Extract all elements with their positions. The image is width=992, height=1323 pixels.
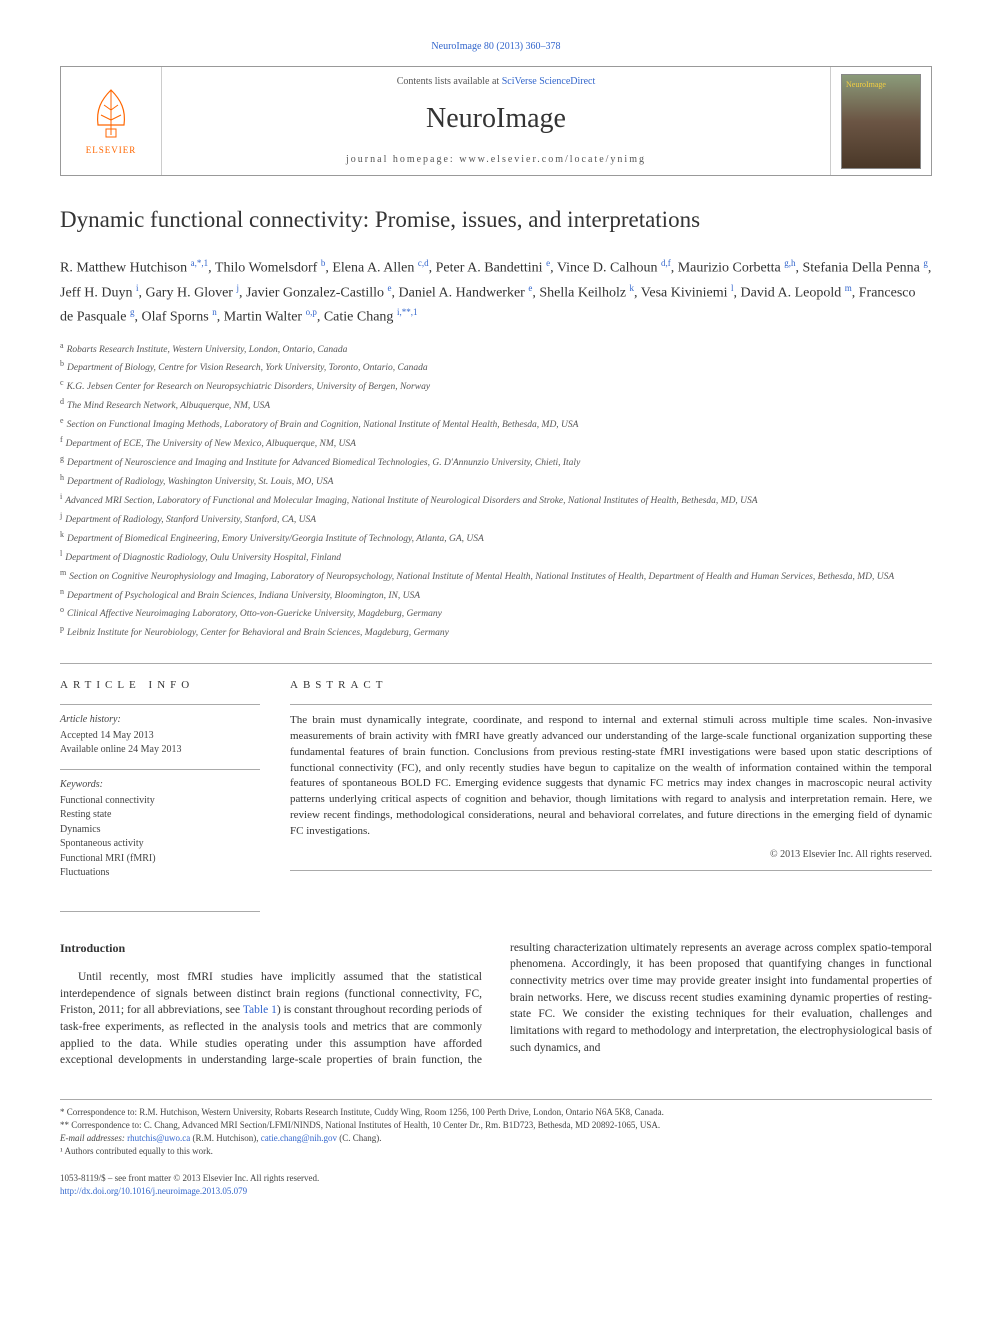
keyword-item: Resting state (60, 808, 260, 823)
sciencedirect-link[interactable]: SciVerse ScienceDirect (502, 76, 596, 87)
correspondence-1: * Correspondence to: R.M. Hutchison, Wes… (60, 1106, 932, 1119)
affiliation-item: kDepartment of Biomedical Engineering, E… (60, 529, 932, 547)
journal-cover-thumb: NeuroImage (831, 67, 931, 175)
email-1-who: (R.M. Hutchison), (190, 1133, 261, 1143)
correspondence-2: ** Correspondence to: C. Chang, Advanced… (60, 1119, 932, 1132)
footer-meta: 1053-8119/$ – see front matter © 2013 El… (60, 1172, 932, 1197)
affiliation-item: cK.G. Jebsen Center for Research on Neur… (60, 377, 932, 395)
cover-image: NeuroImage (841, 74, 921, 169)
introduction-heading: Introduction (60, 940, 482, 957)
publisher-logo: ELSEVIER (61, 67, 161, 175)
abstract-copyright: © 2013 Elsevier Inc. All rights reserved… (290, 848, 932, 862)
cover-label: NeuroImage (846, 79, 886, 90)
equal-contribution-note: ¹ Authors contributed equally to this wo… (60, 1145, 932, 1158)
affiliation-item: dThe Mind Research Network, Albuquerque,… (60, 396, 932, 414)
accepted-date: Accepted 14 May 2013 (60, 729, 260, 743)
affiliations-list: aRobarts Research Institute, Western Uni… (60, 340, 932, 642)
abstract-col: ABSTRACT The brain must dynamically inte… (290, 678, 932, 892)
abstract-text: The brain must dynamically integrate, co… (290, 705, 932, 841)
email-2-who: (C. Chang). (337, 1133, 382, 1143)
table-reference-link[interactable]: Table 1 (243, 1004, 277, 1016)
intro-paragraph: Until recently, most fMRI studies have i… (60, 940, 932, 1069)
affiliation-item: iAdvanced MRI Section, Laboratory of Fun… (60, 491, 932, 509)
affiliation-item: pLeibniz Institute for Neurobiology, Cen… (60, 623, 932, 641)
abstract-heading: ABSTRACT (290, 678, 932, 693)
keyword-item: Dynamics (60, 823, 260, 838)
citation-header: NeuroImage 80 (2013) 360–378 (60, 40, 932, 54)
affiliation-item: lDepartment of Diagnostic Radiology, Oul… (60, 548, 932, 566)
doi-link[interactable]: http://dx.doi.org/10.1016/j.neuroimage.2… (60, 1185, 932, 1198)
issn-line: 1053-8119/$ – see front matter © 2013 El… (60, 1172, 932, 1185)
introduction-section: Introduction Until recently, most fMRI s… (60, 940, 932, 1069)
affiliation-item: jDepartment of Radiology, Stanford Unive… (60, 510, 932, 528)
affiliation-item: eSection on Functional Imaging Methods, … (60, 415, 932, 433)
homepage-url: www.elsevier.com/locate/ynimg (459, 154, 646, 165)
email-line: E-mail addresses: rhutchis@uwo.ca (R.M. … (60, 1132, 932, 1145)
keyword-item: Spontaneous activity (60, 837, 260, 852)
keyword-item: Fluctuations (60, 866, 260, 881)
footnotes: * Correspondence to: R.M. Hutchison, Wes… (60, 1099, 932, 1158)
affiliation-item: hDepartment of Radiology, Washington Uni… (60, 472, 932, 490)
affiliation-item: oClinical Affective Neuroimaging Laborat… (60, 604, 932, 622)
keyword-item: Functional MRI (fMRI) (60, 852, 260, 867)
journal-homepage-line: journal homepage: www.elsevier.com/locat… (346, 153, 646, 167)
keywords-label: Keywords: (60, 778, 260, 792)
article-title: Dynamic functional connectivity: Promise… (60, 204, 932, 236)
divider (60, 911, 260, 912)
body-two-column: Introduction Until recently, most fMRI s… (60, 940, 932, 1069)
keywords-list: Functional connectivityResting stateDyna… (60, 794, 260, 881)
info-abstract-row: ARTICLE INFO Article history: Accepted 1… (60, 664, 932, 910)
publisher-name: ELSEVIER (86, 144, 137, 157)
email-2[interactable]: catie.chang@nih.gov (261, 1133, 337, 1143)
elsevier-tree-icon (86, 85, 136, 140)
article-history-label: Article history: (60, 713, 260, 727)
contents-available-line: Contents lists available at SciVerse Sci… (397, 75, 596, 89)
homepage-prefix: journal homepage: (346, 154, 459, 165)
affiliation-item: fDepartment of ECE, The University of Ne… (60, 434, 932, 452)
article-info-heading: ARTICLE INFO (60, 678, 260, 693)
affiliation-item: nDepartment of Psychological and Brain S… (60, 586, 932, 604)
contents-prefix: Contents lists available at (397, 76, 502, 87)
journal-name: NeuroImage (426, 99, 566, 138)
journal-header-box: ELSEVIER Contents lists available at Sci… (60, 66, 932, 176)
article-info-col: ARTICLE INFO Article history: Accepted 1… (60, 678, 260, 892)
email-label: E-mail addresses: (60, 1133, 127, 1143)
affiliation-item: bDepartment of Biology, Centre for Visio… (60, 358, 932, 376)
email-1[interactable]: rhutchis@uwo.ca (127, 1133, 190, 1143)
divider (290, 870, 932, 871)
affiliation-item: mSection on Cognitive Neurophysiology an… (60, 567, 932, 585)
header-center: Contents lists available at SciVerse Sci… (161, 67, 831, 175)
keyword-item: Functional connectivity (60, 794, 260, 809)
affiliation-item: gDepartment of Neuroscience and Imaging … (60, 453, 932, 471)
authors-list: R. Matthew Hutchison a,*,1, Thilo Womels… (60, 256, 932, 329)
online-date: Available online 24 May 2013 (60, 743, 260, 757)
affiliation-item: aRobarts Research Institute, Western Uni… (60, 340, 932, 358)
